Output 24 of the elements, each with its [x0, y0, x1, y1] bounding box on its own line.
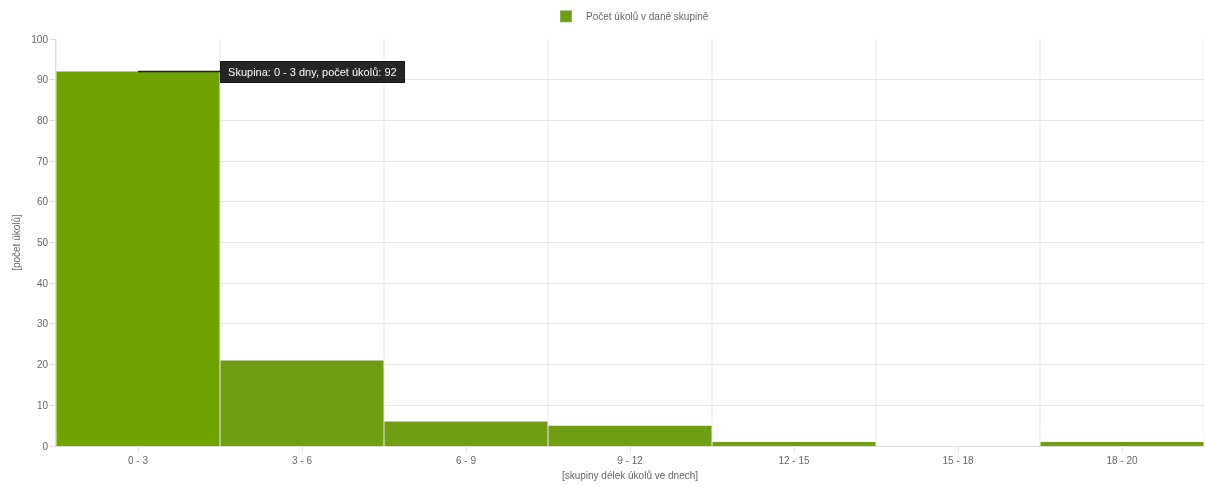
y-tick-label: 40: [36, 277, 49, 289]
x-tick-label: 9 - 12: [617, 455, 644, 466]
y-tick-label: 20: [36, 359, 49, 371]
bar: [56, 71, 220, 446]
legend-label: Počet úkolů v dané skupině: [586, 11, 709, 23]
y-tick-label: 80: [36, 114, 49, 126]
x-tick-label: 6 - 9: [455, 455, 477, 466]
x-tick-label: 15 - 18: [942, 455, 974, 466]
x-tick-label: 3 - 6: [291, 455, 313, 466]
x-axis-title: [skupiny délek úkolů ve dnech]: [561, 469, 699, 481]
y-tick-label: 10: [36, 399, 49, 411]
x-tick-label: 12 - 15: [778, 455, 810, 466]
y-tick-label: 50: [36, 237, 49, 248]
bar: [1040, 441, 1204, 446]
y-tick-label: 0: [42, 440, 49, 452]
y-tick-label: 90: [36, 74, 49, 86]
y-axis-title: [počet úkolů]: [11, 213, 23, 271]
y-tick-label: 30: [36, 318, 49, 330]
x-tick-label: 0 - 3: [127, 455, 149, 466]
y-tick-label: 60: [36, 196, 49, 208]
y-tick-label: 100: [31, 33, 49, 45]
x-tick-label: 18 - 20: [1106, 455, 1138, 466]
annotation: Skupina: 0 - 3 dny, počet úkolů: 92: [225, 66, 400, 78]
y-tick-label: 70: [36, 155, 49, 167]
